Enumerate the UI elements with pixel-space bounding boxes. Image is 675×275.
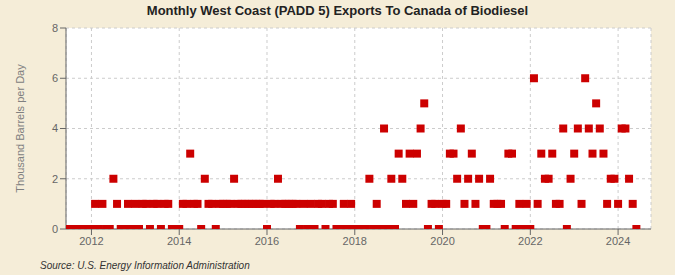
html-text:Monthly West Coast (PADD 5) Ex: Monthly West Coast (PADD 5) Exports To C… (146, 3, 529, 18)
svg-text:2020: 2020 (430, 235, 454, 247)
svg-text:2018: 2018 (343, 235, 367, 247)
svg-text:2022: 2022 (518, 235, 542, 247)
svg-text:2014: 2014 (167, 235, 191, 247)
svg-text:6: 6 (52, 72, 58, 84)
svg-text:2: 2 (52, 173, 58, 185)
svg-text:Thousand Barrels per Day: Thousand Barrels per Day (14, 64, 26, 193)
svg-text:2024: 2024 (606, 235, 630, 247)
svg-text:2016: 2016 (255, 235, 279, 247)
svg-text:4: 4 (52, 122, 58, 134)
html-text:Source: U.S. Energy Informatio: Source: U.S. Energy Information Administ… (40, 260, 250, 271)
svg-text:2012: 2012 (79, 235, 103, 247)
svg-text:0: 0 (52, 223, 58, 235)
svg-text:8: 8 (52, 22, 58, 34)
